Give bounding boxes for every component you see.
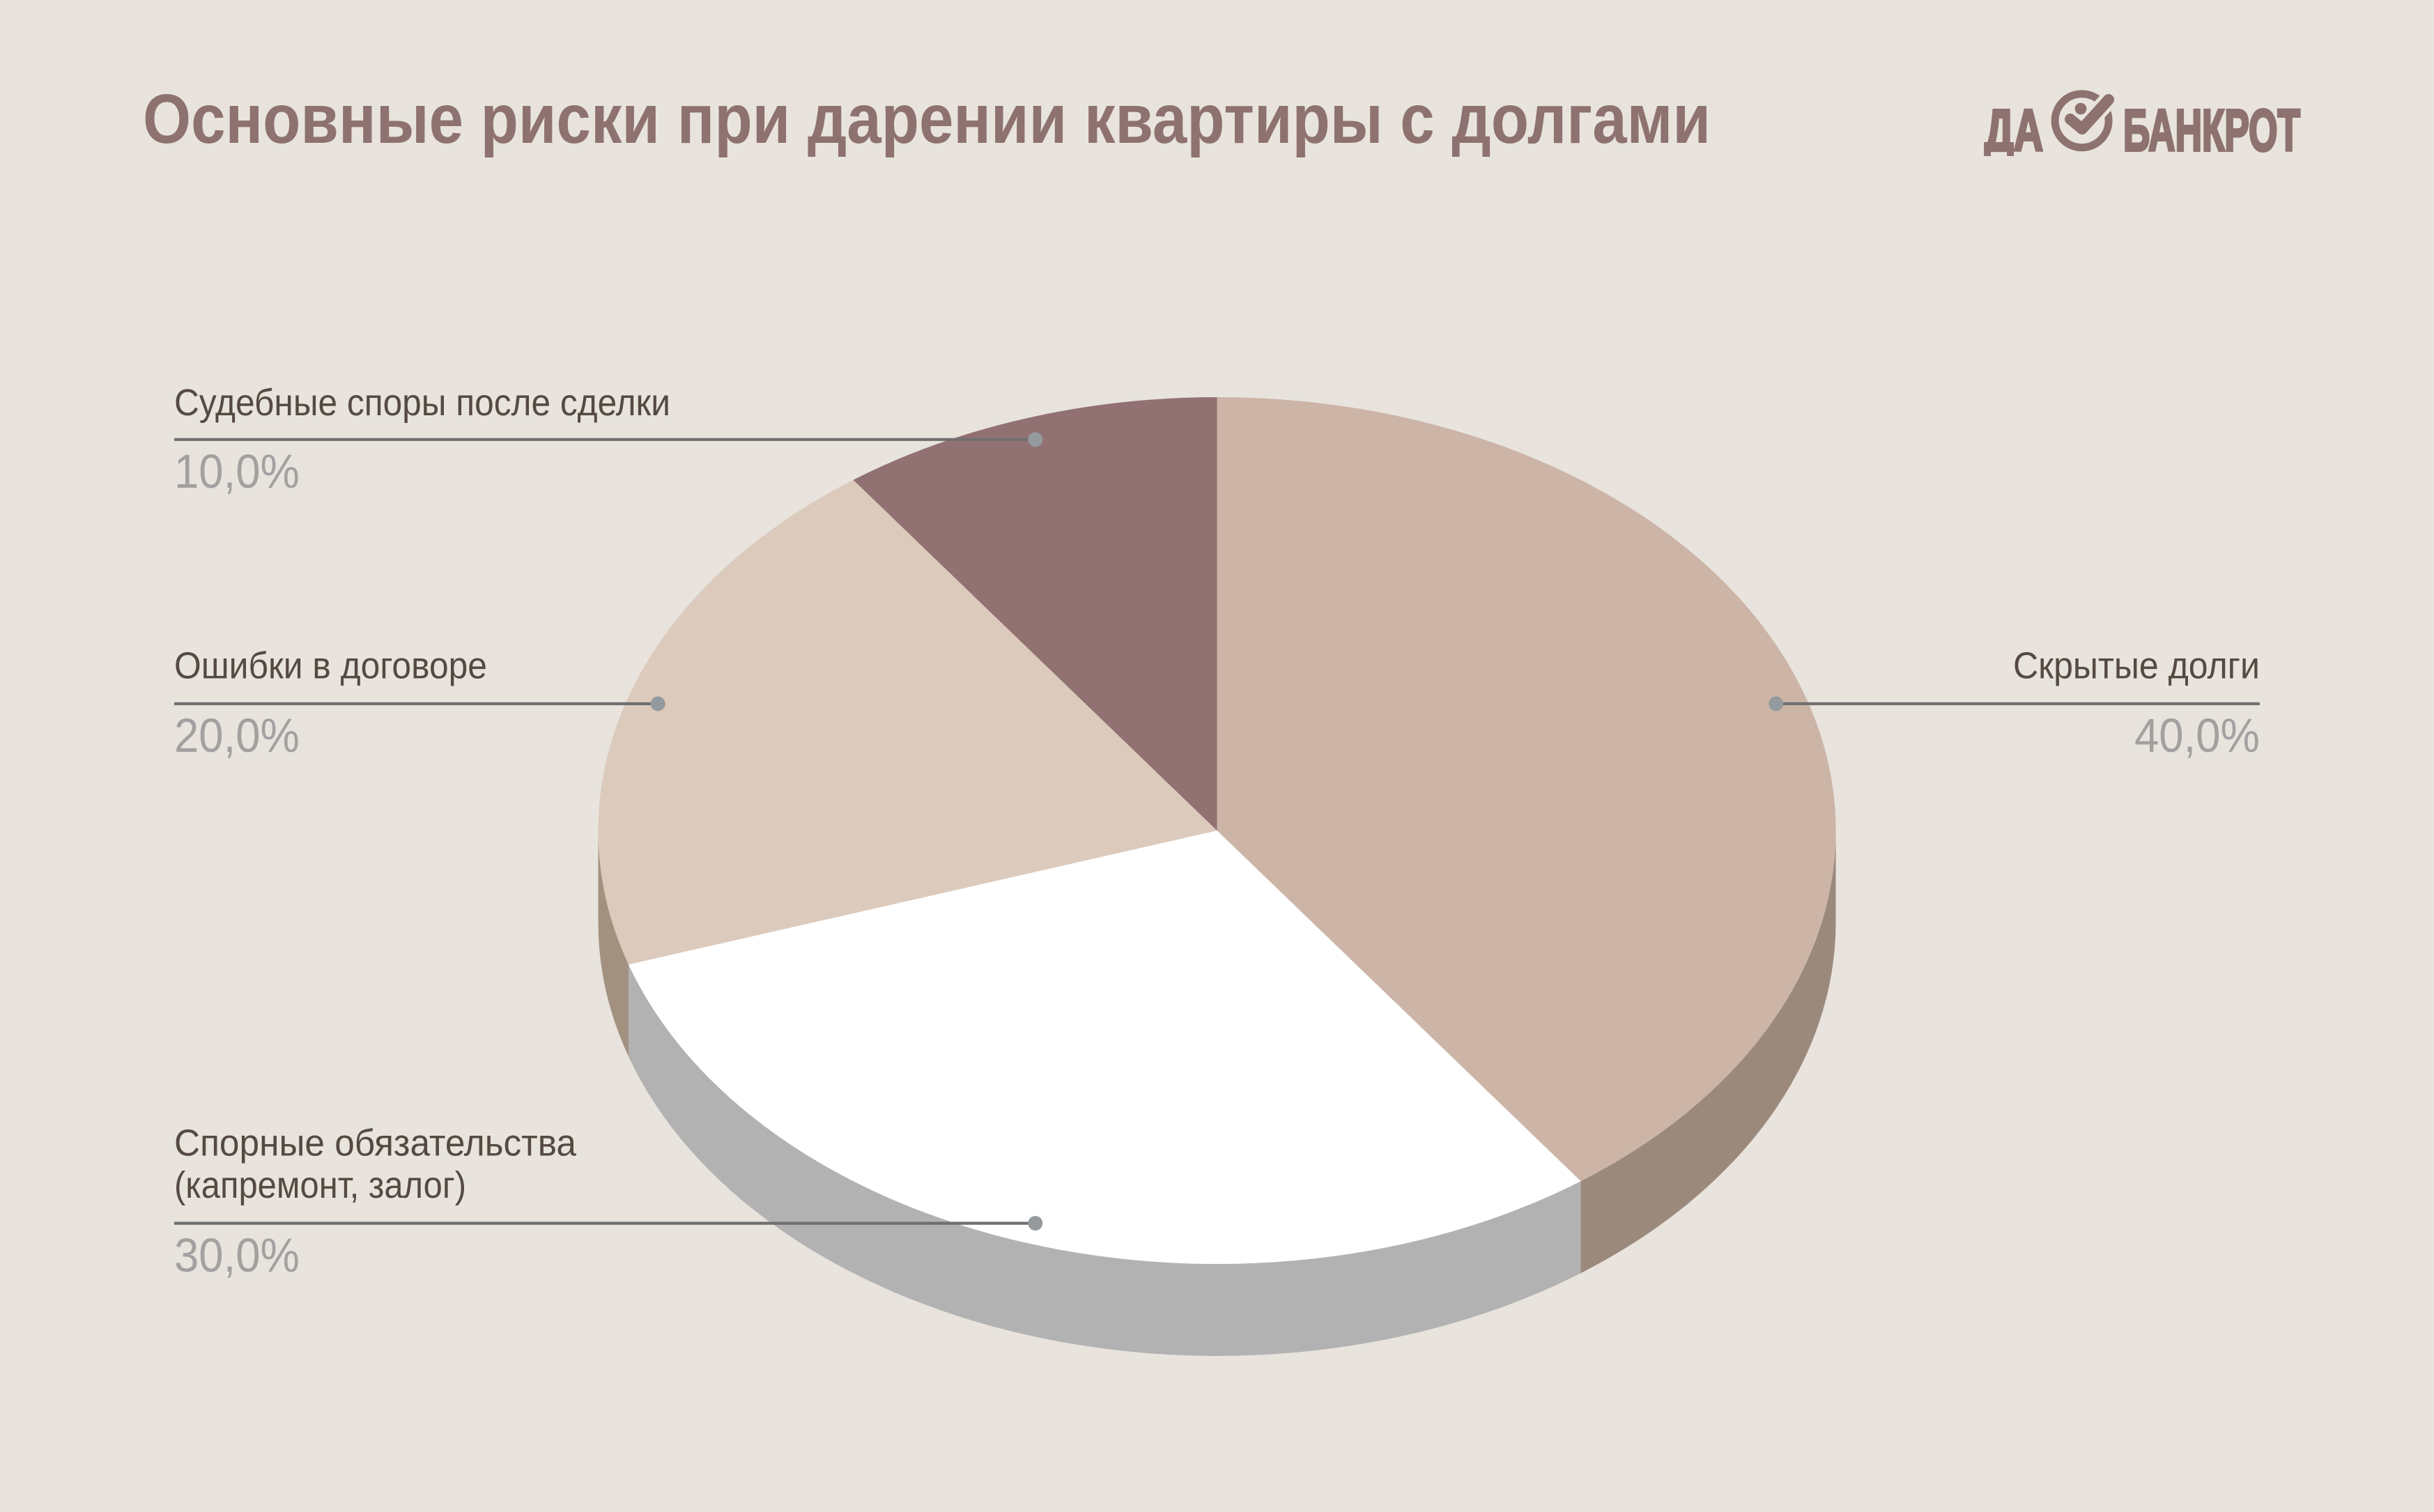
svg-text:30,0%: 30,0% (174, 1228, 300, 1282)
svg-text:10,0%: 10,0% (174, 445, 300, 498)
svg-text:Спорные обязательства: Спорные обязательства (174, 1123, 577, 1164)
svg-text:20,0%: 20,0% (174, 709, 300, 762)
svg-text:Основные риски при дарении ква: Основные риски при дарении квартиры с до… (143, 80, 1711, 158)
svg-text:ДА: ДА (1985, 98, 2043, 163)
svg-text:Скрытые долги: Скрытые долги (2013, 645, 2260, 687)
svg-text:Судебные споры после сделки: Судебные споры после сделки (174, 382, 670, 424)
svg-text:Ошибки в договоре: Ошибки в договоре (174, 645, 487, 687)
svg-text:БАНКРОТ: БАНКРОТ (2123, 98, 2300, 163)
svg-text:(капремонт, залог): (капремонт, залог) (174, 1164, 466, 1206)
svg-text:40,0%: 40,0% (2134, 709, 2260, 762)
